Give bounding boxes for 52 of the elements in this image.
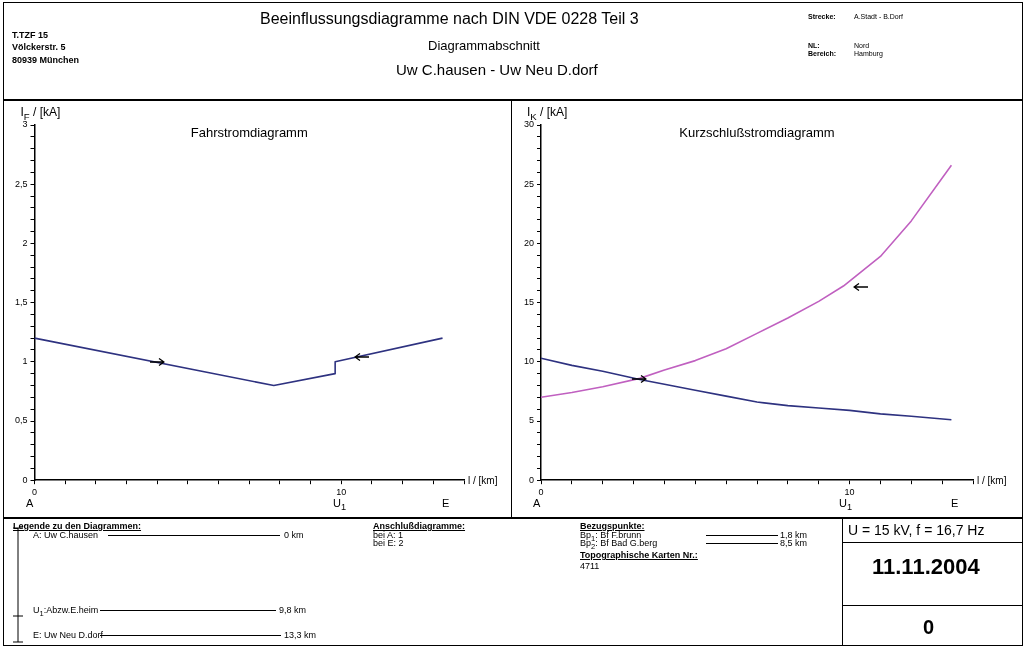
x-axis-title: l / [km] bbox=[977, 475, 1007, 487]
text: bei A: 1 bbox=[373, 530, 404, 540]
y-tick-label: 0,5 bbox=[15, 415, 28, 426]
text: U = 15 kV, f = 16,7 Hz bbox=[848, 522, 985, 538]
text: U$_{1}$:Abzw.E.heim bbox=[33, 605, 99, 619]
y-tick-label: 2 bbox=[22, 237, 28, 248]
text: A bbox=[533, 497, 541, 510]
text: Völckerstr. 5 bbox=[12, 42, 66, 52]
text: 80939 München bbox=[12, 55, 80, 65]
x-tick-label: 0 bbox=[538, 487, 544, 498]
x-tick-label: 10 bbox=[844, 487, 855, 498]
text: 1,8 km bbox=[780, 530, 808, 540]
y-tick-label: 20 bbox=[524, 237, 535, 248]
text: Uw C.hausen - Uw Neu D.dorf bbox=[396, 61, 598, 78]
y-tick-label: 0 bbox=[529, 474, 535, 485]
text: Bezugspunkte: bbox=[580, 521, 645, 531]
text: A bbox=[26, 497, 34, 510]
text: bei E: 2 bbox=[373, 538, 404, 548]
chart-title: Fahrstromdiagramm bbox=[190, 125, 308, 140]
x-tick-label: 0 bbox=[32, 487, 38, 498]
y-tick-label: 25 bbox=[524, 178, 535, 189]
text: 9,8 km bbox=[279, 605, 307, 615]
y-tick-label: 10 bbox=[524, 356, 535, 367]
text: 11.11.2004 bbox=[872, 554, 980, 579]
text: 0 bbox=[923, 616, 935, 638]
text: Diagrammabschnitt bbox=[428, 38, 540, 53]
text: 8,5 km bbox=[780, 538, 808, 548]
text: Anschlußdiagramme: bbox=[373, 521, 466, 531]
text: T.TZF 15 bbox=[12, 30, 49, 40]
text: E bbox=[442, 497, 450, 510]
y-tick-label: 15 bbox=[524, 297, 535, 308]
text: 4711 bbox=[580, 561, 600, 571]
y-tick-label: 1,5 bbox=[15, 297, 28, 308]
text: 13,3 km bbox=[284, 630, 317, 640]
y-tick-label: 5 bbox=[529, 415, 535, 426]
text: U$_{1}$ bbox=[839, 497, 853, 515]
text: U$_{1}$ bbox=[333, 497, 347, 515]
chart-title: Kurzschlußstromdiagramm bbox=[679, 125, 835, 140]
x-tick-label: 10 bbox=[336, 487, 347, 498]
y-tick-label: 2,5 bbox=[15, 178, 28, 189]
text: Beeinflussungsdiagramme nach DIN VDE 0228 Teil 3 bbox=[260, 10, 639, 28]
text: 0 km bbox=[284, 530, 304, 540]
y-tick-label: 3 bbox=[22, 119, 28, 130]
text: A: Uw C.hausen bbox=[33, 530, 99, 540]
text: E: Uw Neu D.dorf bbox=[33, 630, 104, 640]
y-tick-label: 0 bbox=[22, 474, 28, 485]
y-tick-label: 30 bbox=[524, 119, 535, 130]
text: E bbox=[951, 497, 959, 510]
text: Legende zu den Diagrammen: bbox=[13, 521, 142, 531]
x-axis-title: l / [km] bbox=[468, 475, 498, 487]
text: Topographische Karten Nr.: bbox=[580, 550, 698, 560]
y-tick-label: 1 bbox=[22, 356, 28, 367]
